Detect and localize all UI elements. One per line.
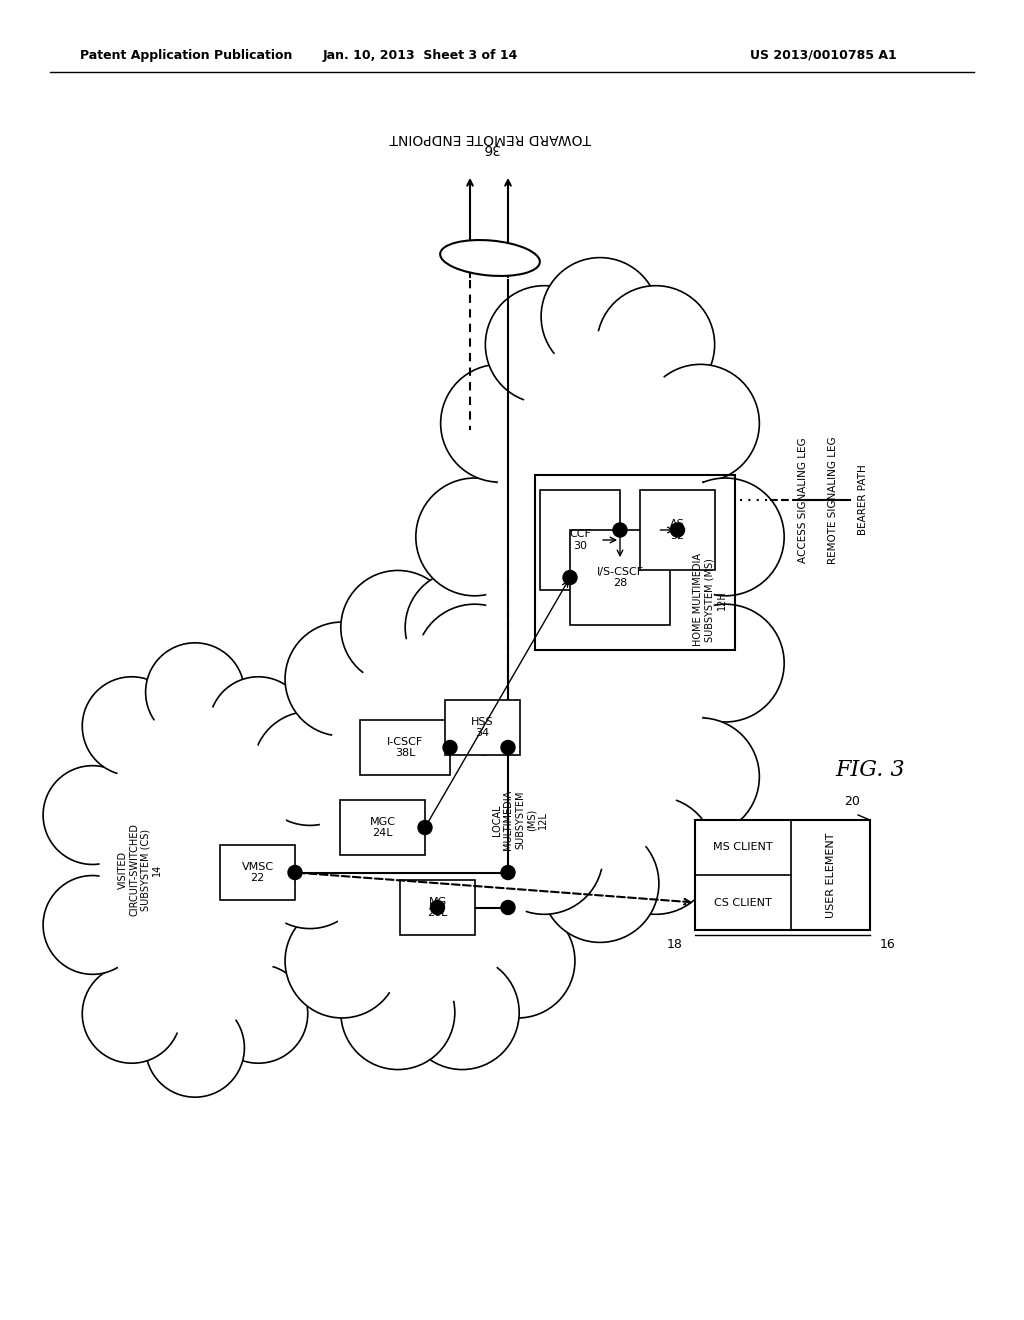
Text: ACCESS SIGNALING LEG: ACCESS SIGNALING LEG	[798, 437, 808, 562]
Text: 16: 16	[880, 939, 896, 950]
Circle shape	[82, 965, 181, 1063]
Circle shape	[494, 711, 607, 825]
Text: REMOTE SIGNALING LEG: REMOTE SIGNALING LEG	[828, 436, 838, 564]
Circle shape	[563, 570, 577, 585]
Circle shape	[501, 866, 515, 879]
Text: TOWARD REMOTE ENDPOINT: TOWARD REMOTE ENDPOINT	[389, 131, 591, 145]
Text: I-CSCF
38L: I-CSCF 38L	[387, 737, 423, 758]
Circle shape	[501, 900, 515, 915]
Circle shape	[418, 821, 432, 834]
Circle shape	[416, 605, 534, 722]
Circle shape	[667, 605, 784, 722]
Circle shape	[406, 956, 519, 1069]
Circle shape	[145, 643, 245, 742]
Ellipse shape	[319, 635, 540, 1005]
Ellipse shape	[99, 705, 291, 1035]
Circle shape	[494, 814, 607, 928]
Circle shape	[642, 364, 760, 482]
Text: FIG. 3: FIG. 3	[836, 759, 905, 781]
Circle shape	[209, 965, 308, 1063]
Text: HSS
34: HSS 34	[471, 717, 494, 738]
Circle shape	[597, 285, 715, 404]
Text: MG
26L: MG 26L	[427, 896, 447, 919]
Circle shape	[671, 523, 684, 537]
Circle shape	[461, 622, 574, 737]
Circle shape	[541, 257, 658, 375]
Circle shape	[253, 814, 367, 928]
Circle shape	[285, 622, 399, 737]
FancyBboxPatch shape	[400, 880, 475, 935]
FancyBboxPatch shape	[220, 845, 295, 900]
Circle shape	[440, 718, 558, 836]
Circle shape	[43, 766, 142, 865]
Circle shape	[485, 796, 603, 915]
Circle shape	[485, 285, 603, 404]
Circle shape	[613, 523, 627, 537]
Circle shape	[82, 677, 181, 776]
Text: LOCAL
MULTIMEDIA
SUBSYSTEM
(MS)
12L: LOCAL MULTIMEDIA SUBSYSTEM (MS) 12L	[492, 789, 548, 850]
Circle shape	[248, 875, 347, 974]
Circle shape	[43, 875, 142, 974]
Text: 20: 20	[844, 795, 860, 808]
Circle shape	[248, 766, 347, 865]
Circle shape	[406, 570, 519, 685]
Circle shape	[461, 904, 574, 1018]
FancyBboxPatch shape	[570, 531, 670, 624]
Text: US 2013/0010785 A1: US 2013/0010785 A1	[750, 49, 897, 62]
Circle shape	[430, 900, 444, 915]
Text: CCF
30: CCF 30	[569, 529, 591, 550]
Text: HOME MULTIMEDIA
SUBSYSTEM (MS)
12H: HOME MULTIMEDIA SUBSYSTEM (MS) 12H	[693, 553, 727, 647]
Circle shape	[253, 711, 367, 825]
FancyBboxPatch shape	[340, 800, 425, 855]
FancyBboxPatch shape	[445, 700, 520, 755]
Text: Patent Application Publication: Patent Application Publication	[80, 49, 293, 62]
Circle shape	[440, 364, 558, 482]
Text: MGC
24L: MGC 24L	[370, 817, 395, 838]
Ellipse shape	[440, 240, 540, 276]
Circle shape	[667, 478, 784, 595]
Circle shape	[416, 478, 534, 595]
Circle shape	[341, 570, 455, 685]
Text: BEARER PATH: BEARER PATH	[858, 465, 868, 536]
FancyBboxPatch shape	[540, 490, 620, 590]
Text: 36: 36	[481, 141, 499, 154]
Ellipse shape	[486, 331, 714, 869]
Circle shape	[209, 677, 308, 776]
Circle shape	[501, 741, 515, 755]
Text: AS
32: AS 32	[670, 519, 685, 541]
Text: MS CLIENT: MS CLIENT	[714, 842, 773, 853]
Circle shape	[288, 866, 302, 879]
Circle shape	[443, 741, 457, 755]
Text: I/S-CSCF
28: I/S-CSCF 28	[596, 566, 643, 589]
Circle shape	[597, 796, 715, 915]
Text: Jan. 10, 2013  Sheet 3 of 14: Jan. 10, 2013 Sheet 3 of 14	[323, 49, 518, 62]
Text: USER ELEMENT: USER ELEMENT	[825, 832, 836, 917]
Circle shape	[642, 718, 760, 836]
Circle shape	[145, 998, 245, 1097]
Text: VISITED
CIRCUIT-SWITCHED
SUBSYSTEM (CS)
14: VISITED CIRCUIT-SWITCHED SUBSYSTEM (CS) …	[118, 824, 163, 916]
FancyBboxPatch shape	[640, 490, 715, 570]
Text: CS CLIENT: CS CLIENT	[715, 898, 772, 908]
FancyBboxPatch shape	[360, 719, 450, 775]
Text: VMSC
22: VMSC 22	[242, 862, 273, 883]
Circle shape	[285, 904, 399, 1018]
Text: 18: 18	[667, 939, 683, 950]
FancyBboxPatch shape	[695, 820, 870, 931]
Circle shape	[341, 956, 455, 1069]
Circle shape	[541, 825, 658, 942]
